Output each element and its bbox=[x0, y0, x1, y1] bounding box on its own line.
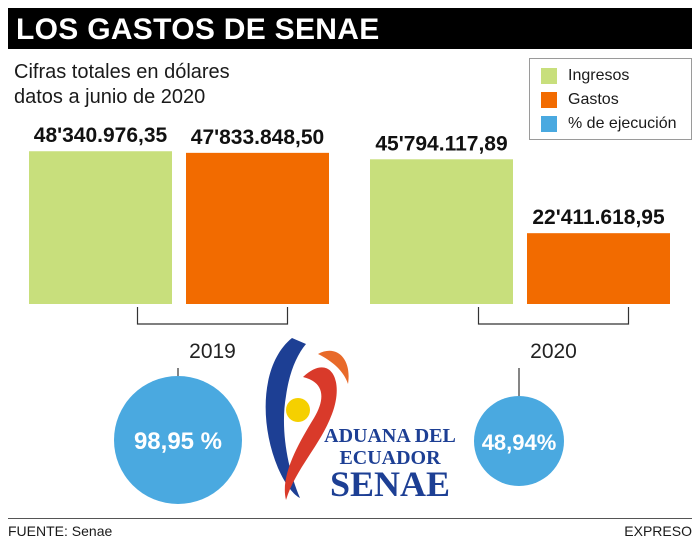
legend-item-ingresos: Ingresos bbox=[530, 64, 691, 88]
legend-item-ejecucion: % de ejecución bbox=[530, 112, 691, 136]
category-label-2019: 2019 bbox=[189, 340, 236, 363]
logo-yellow-ball bbox=[286, 398, 310, 422]
execution-label-2019: 98,95 % bbox=[134, 428, 222, 455]
footer-source: FUENTE: Senae bbox=[8, 523, 113, 539]
subtitle-line-1: Cifras totales en dólares bbox=[14, 61, 230, 83]
category-label-2020: 2020 bbox=[530, 340, 577, 363]
subtitle-line-2: datos a junio de 2020 bbox=[14, 86, 206, 108]
group-bracket-2019 bbox=[136, 307, 289, 325]
bar-ingresos-2019 bbox=[29, 151, 172, 304]
page-title: LOS GASTOS DE SENAE bbox=[8, 8, 692, 49]
data-label-ingresos-2019: 48'340.976,35 bbox=[34, 124, 168, 147]
logo-text-line2: ECUADOR bbox=[339, 447, 441, 469]
bars-layer: 48'340.976,35 47'833.848,50 45'794.117,89 2… bbox=[29, 124, 670, 304]
execution-circle-2020 bbox=[473, 395, 565, 487]
legend-swatch-ejecucion bbox=[541, 116, 557, 132]
bar-gastos-2019 bbox=[186, 152, 329, 304]
logo-red-swoosh bbox=[284, 367, 337, 500]
footer-divider bbox=[8, 518, 692, 519]
legend-swatch-gastos bbox=[541, 92, 557, 108]
logo-text-line3: SENAE bbox=[330, 464, 450, 504]
brackets-layer: 2019 98,95 % 2020 48,94% bbox=[114, 307, 630, 504]
data-label-gastos-2020: 22'411.618,95 bbox=[532, 206, 665, 229]
legend-item-gastos: Gastos bbox=[530, 88, 691, 112]
logo-text-line1: ADUANA DEL bbox=[324, 425, 456, 447]
group-bracket-2020 bbox=[477, 307, 630, 325]
senae-logo: ADUANA DEL ECUADOR SENAE bbox=[265, 338, 456, 504]
data-label-ingresos-2020: 45'794.117,89 bbox=[375, 132, 507, 155]
chart-subtitle: Cifras totales en dólares datos a junio … bbox=[14, 60, 230, 110]
legend-label-ingresos: Ingresos bbox=[568, 67, 630, 84]
logo-blue-swoosh bbox=[265, 338, 306, 498]
data-label-gastos-2019: 47'833.848,50 bbox=[191, 126, 324, 149]
logo-red-swoosh-accent bbox=[318, 350, 349, 384]
footer-credit: EXPRESO bbox=[624, 523, 692, 539]
execution-label-2020: 48,94% bbox=[482, 430, 557, 455]
legend-swatch-ingresos bbox=[541, 68, 557, 84]
legend-label-gastos: Gastos bbox=[568, 91, 619, 108]
execution-circle-2019 bbox=[114, 376, 242, 504]
chart-legend: Ingresos Gastos % de ejecución bbox=[529, 58, 692, 140]
bar-ingresos-2020 bbox=[370, 159, 513, 304]
legend-label-ejecucion: % de ejecución bbox=[568, 115, 677, 132]
bar-gastos-2020 bbox=[527, 233, 670, 304]
